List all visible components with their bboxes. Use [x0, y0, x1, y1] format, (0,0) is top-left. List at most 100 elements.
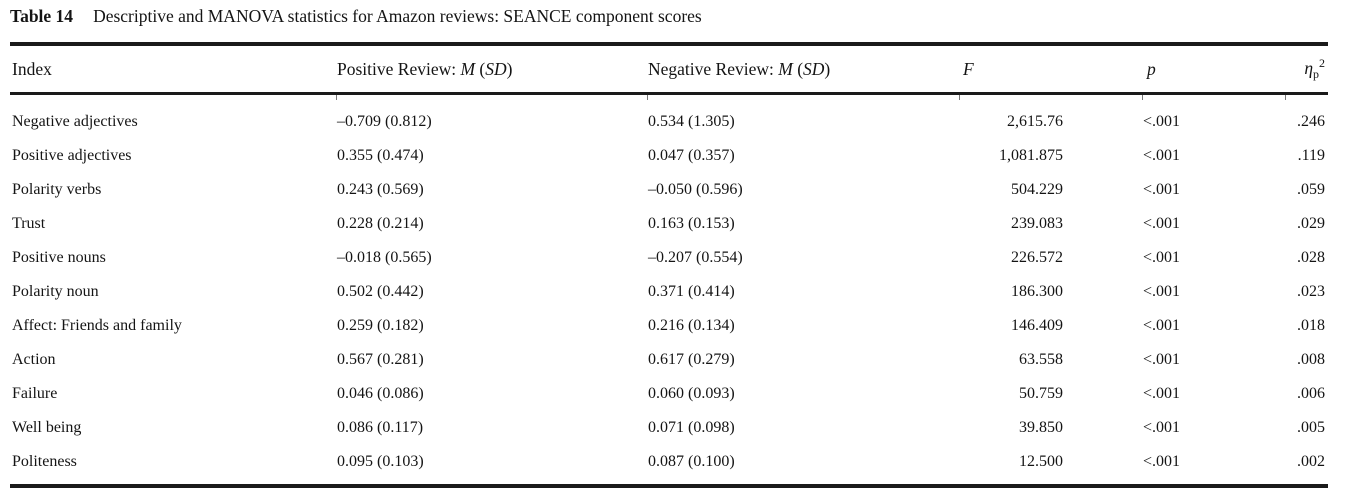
cell-p-value: <.001: [1143, 453, 1181, 470]
cell-f-statistic: 39.850: [1019, 419, 1063, 436]
header-partial-eta-squared: ηp2: [1304, 56, 1325, 81]
cell-partial-eta-squared: .018: [1297, 317, 1325, 334]
cell-f-statistic: 146.409: [1011, 317, 1063, 334]
cell-negative-review: 0.163 (0.153): [648, 215, 735, 232]
table-row: Affect: Friends and family 0.259 (0.182) 0…: [10, 309, 1328, 343]
cell-index: Polarity verbs: [12, 181, 102, 198]
cell-p-value: <.001: [1143, 351, 1181, 368]
table-row: Well being 0.086 (0.117) 0.071 (0.098) 39.8…: [10, 411, 1328, 445]
header-sd-symbol: SD: [485, 58, 507, 79]
cell-index: Affect: Friends and family: [12, 317, 182, 334]
table-title-text: Descriptive and MANOVA statistics for Am…: [93, 6, 702, 26]
eta-symbol: η: [1304, 58, 1313, 78]
cell-positive-review: 0.095 (0.103): [337, 453, 424, 470]
header-sd-symbol: SD: [803, 58, 825, 79]
table-row: Failure 0.046 (0.086) 0.060 (0.093) 50.759 <…: [10, 377, 1328, 411]
table-header-row: Index Positive Review: M (SD) Negative R…: [10, 46, 1328, 92]
cell-negative-review: 0.071 (0.098): [648, 419, 735, 436]
cell-positive-review: 0.355 (0.474): [337, 147, 424, 164]
table-row: Trust 0.228 (0.214) 0.163 (0.153) 239.083 <.…: [10, 207, 1328, 241]
cell-negative-review: 0.047 (0.357): [648, 147, 735, 164]
column-tick: [1142, 95, 1143, 100]
cell-index: Failure: [12, 385, 58, 402]
cell-f-statistic: 50.759: [1019, 385, 1063, 402]
table-row: Polarity verbs 0.243 (0.569) –0.050 (0.596…: [10, 173, 1328, 207]
table-number: Table 14: [10, 6, 74, 26]
cell-p-value: <.001: [1143, 181, 1181, 198]
header-negative-review: Negative Review: M (SD): [648, 58, 831, 79]
table-row: Negative adjectives –0.709 (0.812) 0.534 (…: [10, 105, 1328, 139]
cell-negative-review: 0.534 (1.305): [648, 113, 735, 130]
table-row: Action 0.567 (0.281) 0.617 (0.279) 63.558 <.…: [10, 343, 1328, 377]
cell-positive-review: 0.567 (0.281): [337, 351, 424, 368]
cell-partial-eta-squared: .246: [1297, 113, 1325, 130]
cell-p-value: <.001: [1143, 283, 1181, 300]
table-row: Politeness 0.095 (0.103) 0.087 (0.100) 12.5…: [10, 445, 1328, 479]
table-caption: Table 14 Descriptive and MANOVA statistic…: [10, 6, 702, 27]
cell-f-statistic: 1,081.875: [999, 147, 1063, 164]
cell-positive-review: 0.259 (0.182): [337, 317, 424, 334]
cell-negative-review: 0.087 (0.100): [648, 453, 735, 470]
column-tick: [959, 95, 960, 100]
cell-f-statistic: 239.083: [1011, 215, 1063, 232]
table-body: Negative adjectives –0.709 (0.812) 0.534 (…: [10, 105, 1328, 479]
table-row: Polarity noun 0.502 (0.442) 0.371 (0.414) 1…: [10, 275, 1328, 309]
cell-partial-eta-squared: .119: [1297, 147, 1325, 164]
cell-positive-review: 0.228 (0.214): [337, 215, 424, 232]
header-m-symbol: M: [778, 58, 793, 79]
cell-f-statistic: 186.300: [1011, 283, 1063, 300]
cell-positive-review: 0.502 (0.442): [337, 283, 424, 300]
cell-negative-review: 0.617 (0.279): [648, 351, 735, 368]
cell-negative-review: –0.050 (0.596): [648, 181, 743, 198]
table-row: Positive adjectives 0.355 (0.474) 0.047 (0…: [10, 139, 1328, 173]
cell-partial-eta-squared: .059: [1297, 181, 1325, 198]
cell-index: Well being: [12, 419, 82, 436]
cell-negative-review: 0.060 (0.093): [648, 385, 735, 402]
cell-partial-eta-squared: .029: [1297, 215, 1325, 232]
cell-positive-review: –0.018 (0.565): [337, 249, 432, 266]
cell-p-value: <.001: [1143, 385, 1181, 402]
header-index: Index: [12, 58, 52, 79]
cell-index: Action: [12, 351, 56, 368]
cell-positive-review: 0.086 (0.117): [337, 419, 424, 436]
cell-f-statistic: 504.229: [1011, 181, 1063, 198]
cell-p-value: <.001: [1143, 249, 1181, 266]
cell-index: Politeness: [12, 453, 77, 470]
header-m-symbol: M: [460, 58, 476, 79]
cell-index: Positive adjectives: [12, 147, 132, 164]
cell-p-value: <.001: [1143, 147, 1181, 164]
header-positive-review: Positive Review: M (SD): [337, 58, 513, 79]
cell-p-value: <.001: [1143, 317, 1181, 334]
cell-negative-review: 0.371 (0.414): [648, 283, 735, 300]
cell-partial-eta-squared: .008: [1297, 351, 1325, 368]
column-tick: [647, 95, 648, 100]
cell-negative-review: 0.216 (0.134): [648, 317, 735, 334]
header-f-statistic: F: [963, 58, 974, 79]
cell-partial-eta-squared: .006: [1297, 385, 1325, 402]
cell-positive-review: –0.709 (0.812): [337, 113, 432, 130]
cell-partial-eta-squared: .005: [1297, 419, 1325, 436]
header-rule: [10, 92, 1328, 95]
top-rule: [10, 42, 1328, 46]
cell-p-value: <.001: [1143, 215, 1181, 232]
column-tick: [336, 95, 337, 100]
cell-partial-eta-squared: .028: [1297, 249, 1325, 266]
cell-index: Trust: [12, 215, 46, 232]
cell-p-value: <.001: [1143, 419, 1181, 436]
cell-positive-review: 0.046 (0.086): [337, 385, 424, 402]
cell-partial-eta-squared: .002: [1297, 453, 1325, 470]
cell-p-value: <.001: [1143, 113, 1181, 130]
bottom-rule: [10, 484, 1328, 488]
cell-f-statistic: 63.558: [1019, 351, 1063, 368]
table-row: Positive nouns –0.018 (0.565) –0.207 (0.55…: [10, 241, 1328, 275]
cell-index: Polarity noun: [12, 283, 99, 300]
cell-f-statistic: 12.500: [1019, 453, 1063, 470]
cell-f-statistic: 2,615.76: [1007, 113, 1063, 130]
cell-positive-review: 0.243 (0.569): [337, 181, 424, 198]
cell-index: Positive nouns: [12, 249, 106, 266]
cell-partial-eta-squared: .023: [1297, 283, 1325, 300]
cell-f-statistic: 226.572: [1011, 249, 1063, 266]
cell-index: Negative adjectives: [12, 113, 138, 130]
column-tick: [1285, 95, 1286, 100]
